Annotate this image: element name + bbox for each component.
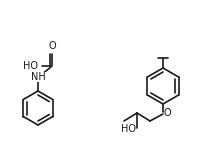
Text: HO: HO xyxy=(23,61,38,71)
Text: O: O xyxy=(164,108,172,118)
Text: NH: NH xyxy=(31,72,45,82)
Text: HO: HO xyxy=(121,124,136,134)
Text: O: O xyxy=(48,41,56,51)
